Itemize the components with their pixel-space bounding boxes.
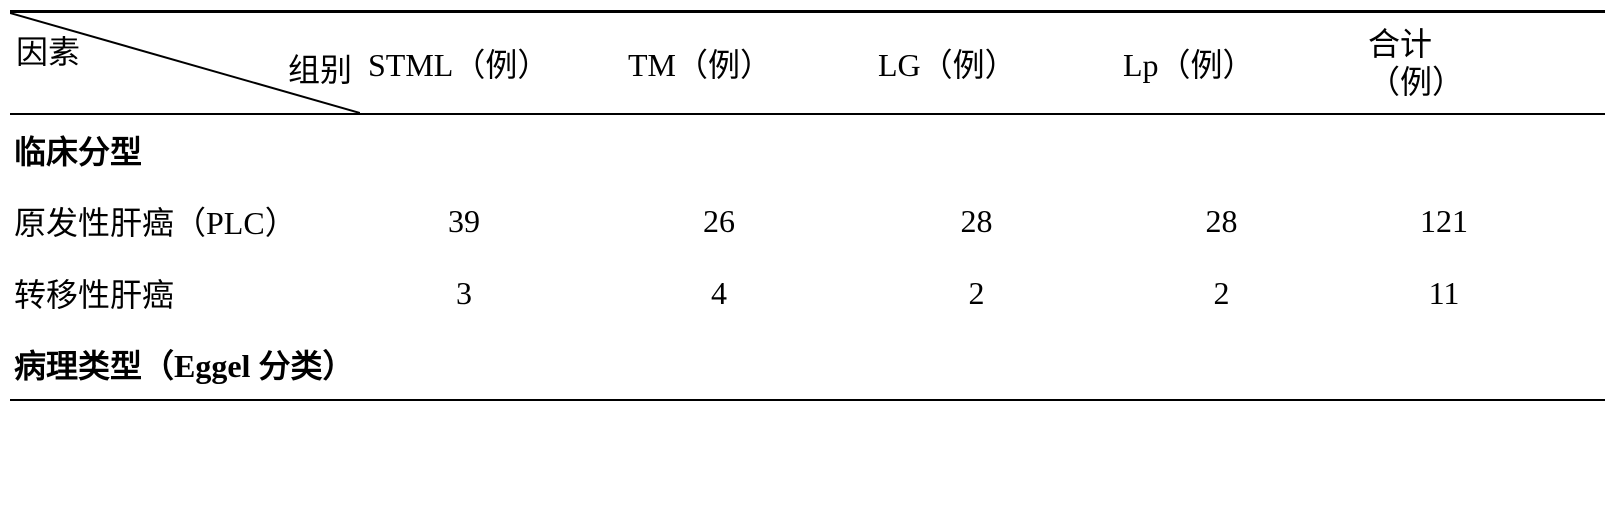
table-row-plc: 原发性肝癌（PLC） 39 26 28 28 121 <box>10 185 1605 257</box>
table-body: 临床分型 原发性肝癌（PLC） 39 26 28 28 121 转移性肝癌 3 … <box>10 115 1605 401</box>
diagonal-header-cell: 因素 组别 <box>10 13 360 113</box>
row-plc-lg: 28 <box>874 203 1119 240</box>
col-header-tm: TM（例） <box>628 40 878 86</box>
clinical-table: 因素 组别 STML（例） TM（例） LG（例） Lp（例） 合计 （例） 临… <box>10 10 1605 401</box>
row-plc-stml: 39 <box>364 203 624 240</box>
row-plc-label: 原发性肝癌（PLC） <box>10 198 364 244</box>
col-header-stml: STML（例） <box>360 40 628 86</box>
header-factor: 因素 <box>16 27 80 73</box>
table-row-metastatic: 转移性肝癌 3 4 2 2 11 <box>10 257 1605 329</box>
row-metastatic-lg: 2 <box>874 275 1119 312</box>
section-pathology-type-label: 病理类型（Eggel 分类） <box>14 341 354 387</box>
row-plc-tm: 26 <box>624 203 874 240</box>
section-pathology-type: 病理类型（Eggel 分类） <box>10 329 1605 399</box>
section-clinical-type-label: 临床分型 <box>14 127 142 173</box>
col-header-lp: Lp（例） <box>1123 40 1368 86</box>
row-plc-total: 121 <box>1364 203 1564 240</box>
col-header-total-line2: （例） <box>1368 64 1464 100</box>
header-group: 组别 <box>288 45 352 91</box>
col-header-lg: LG（例） <box>878 40 1123 86</box>
row-metastatic-label: 转移性肝癌 <box>10 270 364 316</box>
row-plc-lp: 28 <box>1119 203 1364 240</box>
row-metastatic-tm: 4 <box>624 275 874 312</box>
row-metastatic-total: 11 <box>1364 275 1564 312</box>
row-metastatic-stml: 3 <box>364 275 624 312</box>
row-metastatic-lp: 2 <box>1119 275 1364 312</box>
col-header-total-line1: 合计 <box>1368 26 1432 62</box>
col-header-total: 合计 （例） <box>1368 25 1568 102</box>
section-clinical-type: 临床分型 <box>10 115 1605 185</box>
table-header: 因素 组别 STML（例） TM（例） LG（例） Lp（例） 合计 （例） <box>10 10 1605 115</box>
